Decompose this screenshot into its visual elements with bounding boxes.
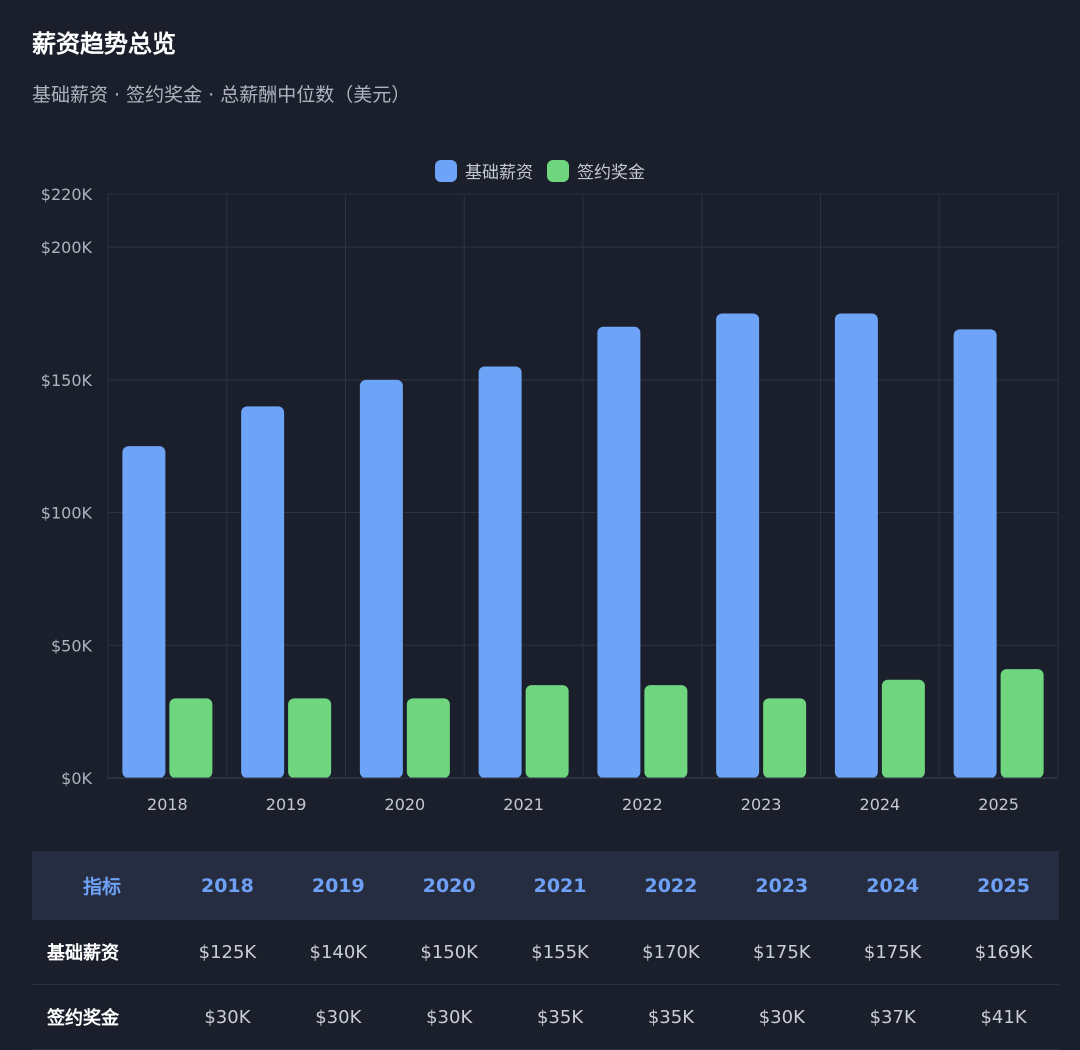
page-subtitle: 基础薪资 · 签约奖金 · 总薪酬中位数（美元） bbox=[32, 84, 411, 106]
table-row-label: 签约奖金 bbox=[32, 984, 172, 1050]
table-cell: $170K bbox=[615, 920, 727, 985]
table-header-cell: 2020 bbox=[393, 851, 505, 920]
table-cell: $30K bbox=[282, 984, 394, 1050]
table-cell: $169K bbox=[948, 920, 1059, 985]
salary-data-table: 指标 2018 2019 2020 2021 2022 2023 2024 20… bbox=[32, 851, 1059, 1050]
bar-signing-bonus bbox=[881, 679, 925, 778]
table-header-cell: 2023 bbox=[726, 851, 838, 920]
legend-swatch-base-salary bbox=[435, 159, 457, 182]
table-cell: $35K bbox=[504, 984, 616, 1050]
table-row-label: 基础薪资 bbox=[32, 920, 172, 985]
y-tick-label: $50K bbox=[51, 636, 93, 655]
x-tick-label: 2025 bbox=[978, 795, 1019, 814]
legend-swatch-signing-bonus bbox=[547, 159, 569, 182]
table-header-cell: 2019 bbox=[282, 851, 394, 920]
table-row: 签约奖金 $30K $30K $30K $35K $35K $30K $37K … bbox=[32, 984, 1059, 1050]
legend-item-base-salary[interactable]: 基础薪资 bbox=[435, 158, 533, 183]
table-header-cell: 指标 bbox=[32, 851, 172, 920]
table-cell: $175K bbox=[837, 920, 949, 985]
bar-base-salary bbox=[478, 366, 522, 778]
y-tick-label: $150K bbox=[41, 371, 93, 390]
table-cell: $175K bbox=[726, 920, 838, 985]
bar-signing-bonus bbox=[406, 698, 450, 778]
table-cell: $30K bbox=[393, 984, 505, 1050]
bar-base-salary bbox=[359, 379, 403, 778]
x-tick-label: 2023 bbox=[741, 795, 782, 814]
table-cell: $140K bbox=[282, 920, 394, 985]
x-tick-label: 2022 bbox=[622, 795, 663, 814]
table-header-cell: 2018 bbox=[172, 851, 283, 920]
legend-label-signing-bonus: 签约奖金 bbox=[577, 163, 645, 183]
chart-legend: 基础薪资 签约奖金 bbox=[0, 158, 1080, 183]
table-header-cell: 2024 bbox=[837, 851, 949, 920]
bar-base-salary bbox=[241, 406, 285, 778]
table-header-cell: 2021 bbox=[504, 851, 616, 920]
legend-item-signing-bonus[interactable]: 签约奖金 bbox=[547, 158, 645, 183]
page-title: 薪资趋势总览 bbox=[32, 30, 176, 58]
table-cell: $35K bbox=[615, 984, 727, 1050]
x-tick-label: 2024 bbox=[860, 795, 901, 814]
bar-base-salary bbox=[834, 313, 878, 778]
bar-signing-bonus bbox=[288, 698, 332, 778]
bar-base-salary bbox=[953, 329, 997, 778]
bar-signing-bonus bbox=[644, 685, 688, 778]
bar-base-salary bbox=[122, 446, 166, 778]
bar-signing-bonus bbox=[1000, 669, 1044, 778]
legend-label-base-salary: 基础薪资 bbox=[465, 163, 533, 183]
table-cell: $155K bbox=[504, 920, 616, 985]
x-tick-label: 2021 bbox=[503, 795, 544, 814]
table-header-cell: 2025 bbox=[948, 851, 1059, 920]
y-tick-label: $220K bbox=[41, 185, 93, 204]
bar-base-salary bbox=[597, 326, 641, 778]
table-header-row: 指标 2018 2019 2020 2021 2022 2023 2024 20… bbox=[32, 851, 1059, 920]
bar-signing-bonus bbox=[763, 698, 807, 778]
table-cell: $30K bbox=[172, 984, 283, 1050]
y-tick-label: $100K bbox=[41, 504, 93, 523]
table-cell: $30K bbox=[726, 984, 838, 1050]
bar-signing-bonus bbox=[169, 698, 213, 778]
salary-bar-chart: $0K $50K $100K $150K $200K $220K 2018 2019 2020 2… bbox=[41, 185, 1059, 814]
table-row: 基础薪资 $125K $140K $150K $155K $170K $175K… bbox=[32, 920, 1059, 985]
y-tick-label: $200K bbox=[41, 238, 93, 257]
table-cell: $41K bbox=[948, 984, 1059, 1050]
table-cell: $150K bbox=[393, 920, 505, 985]
x-tick-label: 2018 bbox=[147, 795, 188, 814]
y-tick-label: $0K bbox=[61, 769, 92, 788]
x-tick-label: 2019 bbox=[266, 795, 307, 814]
table-cell: $125K bbox=[172, 920, 283, 985]
bar-base-salary bbox=[716, 313, 760, 778]
x-tick-label: 2020 bbox=[385, 795, 426, 814]
bar-signing-bonus bbox=[525, 685, 569, 778]
table-header-cell: 2022 bbox=[615, 851, 727, 920]
table-cell: $37K bbox=[837, 984, 949, 1050]
